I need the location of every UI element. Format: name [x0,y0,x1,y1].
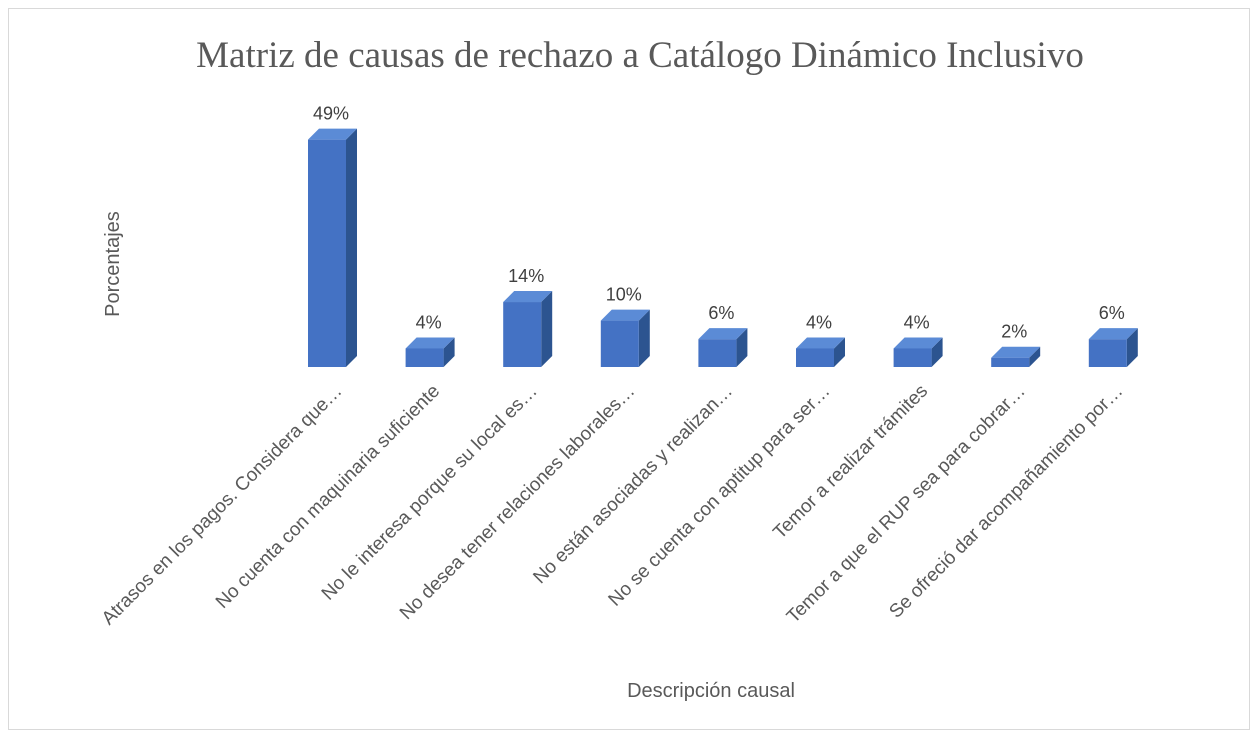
bars-layer [308,128,1138,367]
bar-5 [698,328,748,367]
bar-9 [1088,328,1138,367]
bar-side-face [1126,328,1138,367]
bar-side-face [834,337,845,367]
bar-3 [503,291,553,367]
bar-front-face [991,357,1030,367]
bar-6 [796,337,845,367]
bar-top-face [991,346,1041,358]
data-labels-layer: 49% 4% 14% 10% 6% 4% 4% 2% 6% [313,104,1125,342]
bar-front-face [503,302,542,367]
bar-top-face [1088,328,1138,340]
bar-side-face [346,128,357,367]
bar-2 [405,337,455,367]
bar-front-face [698,339,737,367]
bar-side-face [1029,346,1041,367]
data-label-2: 4% [416,312,442,332]
category-label-7: Temor a realizar trámites [769,381,932,544]
data-label-1: 49% [313,104,349,124]
data-label-4: 10% [606,285,642,305]
bar-1 [308,128,357,367]
bar-side-face [541,291,553,367]
data-label-3: 14% [508,266,544,286]
bar-top-face [893,337,943,349]
bar-front-face [893,348,932,367]
y-axis-title: Porcentajes [102,211,124,317]
data-label-7: 4% [904,312,930,332]
bar-front-face [600,320,639,367]
bar-top-face [405,337,455,349]
bar-top-face [308,128,357,140]
bar-7 [893,337,943,367]
category-label-6: No se cuenta con aptitup para ser… [605,381,835,611]
category-label-5: No están asociadas y realizan… [529,381,737,589]
bar-side-face [443,337,455,367]
data-label-9: 6% [1099,303,1125,323]
category-label-2: No cuenta con maquinaria suficiente [212,381,444,613]
bar-front-face [405,348,444,367]
bar-front-face [1088,339,1127,367]
bar-top-face [796,337,845,349]
data-label-5: 6% [708,303,734,323]
category-label-3: No le interesa porque su local es… [318,381,542,605]
bar-8 [991,346,1041,367]
data-label-8: 2% [1001,322,1027,342]
chart-area: Matriz de causas de rechazo a Catálogo D… [8,8,1250,730]
bar-side-face [638,309,650,367]
bar-side-face [931,337,943,367]
bar-front-face [308,139,346,367]
bar-chart: Matriz de causas de rechazo a Catálogo D… [98,35,1138,702]
data-label-6: 4% [806,312,832,332]
bar-front-face [796,348,834,367]
x-axis-title: Descripción causal [627,680,795,702]
bar-top-face [503,291,553,303]
bar-top-face [600,309,650,321]
category-tick-labels: Atrasos en los pagos. Considera que…No c… [98,381,1127,630]
bar-top-face [698,328,748,340]
chart-title: Matriz de causas de rechazo a Catálogo D… [196,35,1084,76]
bar-side-face [736,328,748,367]
bar-4 [600,309,650,367]
